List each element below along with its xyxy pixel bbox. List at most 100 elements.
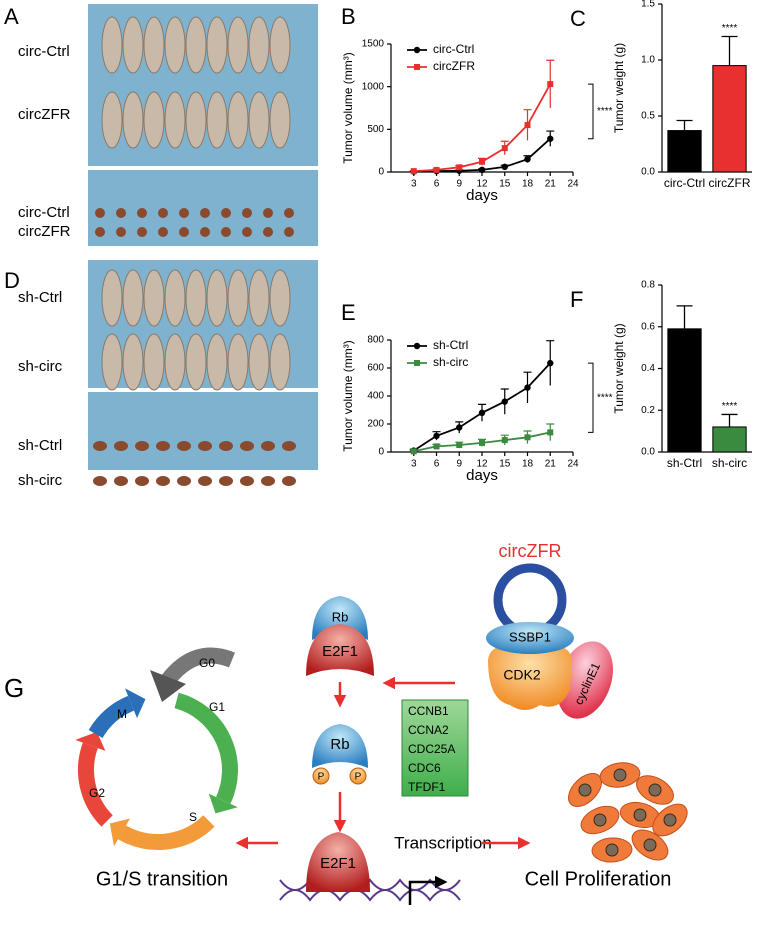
x-tick-label: circ-Ctrl bbox=[664, 176, 705, 190]
point bbox=[410, 168, 417, 175]
nucleus bbox=[663, 813, 677, 827]
mouse bbox=[227, 16, 249, 74]
tumor bbox=[282, 476, 296, 486]
phase-label: M bbox=[117, 707, 127, 721]
proliferation-label: Cell Proliferation bbox=[525, 868, 672, 890]
tumor bbox=[95, 227, 105, 237]
phase-label: G0 bbox=[199, 656, 215, 670]
row-label: sh-Ctrl bbox=[18, 437, 62, 454]
complex-label: SSBP1 bbox=[509, 629, 551, 644]
tumor bbox=[114, 476, 128, 486]
error-bar bbox=[721, 35, 738, 66]
legend-label: sh-Ctrl bbox=[433, 338, 468, 352]
y-tick-label: 0.5 bbox=[641, 111, 655, 122]
mouse bbox=[185, 269, 207, 327]
g1-arc bbox=[174, 692, 238, 804]
x-tick-label: 21 bbox=[545, 459, 557, 470]
point bbox=[524, 384, 531, 391]
point bbox=[433, 432, 440, 440]
significance: **** bbox=[597, 106, 613, 117]
nucleus bbox=[633, 808, 647, 822]
x-tick-label: sh-circ bbox=[712, 456, 747, 470]
tumor bbox=[177, 476, 191, 486]
tumor bbox=[261, 441, 275, 451]
mouse bbox=[206, 333, 228, 391]
e2f1-shape bbox=[306, 624, 374, 676]
y-axis-label: Tumor volume (mm³) bbox=[341, 340, 355, 452]
circ-name: circZFR bbox=[499, 541, 562, 561]
y-tick-label: 1.5 bbox=[641, 0, 655, 10]
bar bbox=[712, 426, 747, 453]
e2f1-bound-shape bbox=[306, 832, 370, 892]
mouse bbox=[185, 333, 207, 391]
legend-marker bbox=[413, 46, 421, 54]
row-label: sh-circ bbox=[18, 358, 63, 375]
gene-box bbox=[401, 699, 469, 797]
tumor bbox=[156, 441, 170, 451]
gene-label: CCNB1 bbox=[408, 704, 449, 718]
mouse bbox=[269, 269, 291, 327]
mouse bbox=[143, 269, 165, 327]
rb-label: Rb bbox=[332, 609, 349, 624]
mouse bbox=[101, 333, 123, 391]
mouse bbox=[248, 91, 270, 149]
legend-label: sh-circ bbox=[433, 355, 468, 369]
phase-label: G2 bbox=[89, 786, 105, 800]
y-tick-label: 600 bbox=[367, 363, 384, 374]
panel-label: B bbox=[341, 4, 356, 29]
tumor bbox=[114, 441, 128, 451]
tumor bbox=[158, 227, 168, 237]
point bbox=[433, 443, 440, 450]
gene-label: TFDF1 bbox=[408, 780, 446, 794]
bar bbox=[667, 130, 702, 173]
point bbox=[433, 166, 440, 173]
phosphate-label: P bbox=[318, 772, 325, 783]
tumor bbox=[261, 476, 275, 486]
x-tick-label: 15 bbox=[499, 459, 511, 470]
bar bbox=[667, 328, 702, 453]
x-tick-label: 21 bbox=[545, 179, 557, 190]
tumor bbox=[116, 227, 126, 237]
mouse bbox=[122, 269, 144, 327]
legend-marker bbox=[413, 342, 421, 350]
error-bar bbox=[676, 305, 693, 329]
phase-label: G1 bbox=[209, 700, 225, 714]
point bbox=[410, 448, 417, 455]
y-tick-label: 0 bbox=[378, 447, 384, 458]
mouse bbox=[164, 333, 186, 391]
row-label: circ-Ctrl bbox=[18, 43, 70, 60]
tumor bbox=[200, 208, 210, 218]
cdk2-shape bbox=[488, 644, 572, 710]
x-tick-label: 24 bbox=[567, 459, 579, 470]
point bbox=[479, 439, 485, 446]
transcription-label: Transcription bbox=[394, 833, 492, 852]
y-tick-label: 0.0 bbox=[641, 447, 655, 458]
tumor bbox=[137, 227, 147, 237]
photo bbox=[88, 392, 318, 470]
y-tick-label: 0 bbox=[378, 167, 384, 178]
row-label: circ-Ctrl bbox=[18, 204, 70, 221]
point bbox=[547, 429, 554, 436]
x-tick-label: 6 bbox=[434, 459, 440, 470]
x-tick-label: 6 bbox=[434, 179, 440, 190]
transcription-arrow bbox=[408, 875, 448, 905]
point bbox=[547, 81, 554, 88]
significance-bracket bbox=[588, 362, 594, 433]
mouse bbox=[206, 269, 228, 327]
tumor bbox=[240, 476, 254, 486]
y-tick-label: 0.6 bbox=[641, 321, 655, 332]
x-axis-label: days bbox=[466, 467, 498, 484]
mouse bbox=[269, 16, 291, 74]
mouse bbox=[227, 333, 249, 391]
g0-arc bbox=[161, 647, 236, 686]
mouse bbox=[227, 269, 249, 327]
tumor bbox=[282, 441, 296, 451]
panel-label: C bbox=[570, 6, 586, 31]
x-axis-label: days bbox=[466, 187, 498, 204]
tumor bbox=[156, 476, 170, 486]
point bbox=[478, 166, 486, 174]
ssbp1-shape bbox=[486, 622, 574, 654]
phosphate bbox=[349, 767, 367, 785]
y-tick-label: 0.4 bbox=[641, 363, 655, 374]
